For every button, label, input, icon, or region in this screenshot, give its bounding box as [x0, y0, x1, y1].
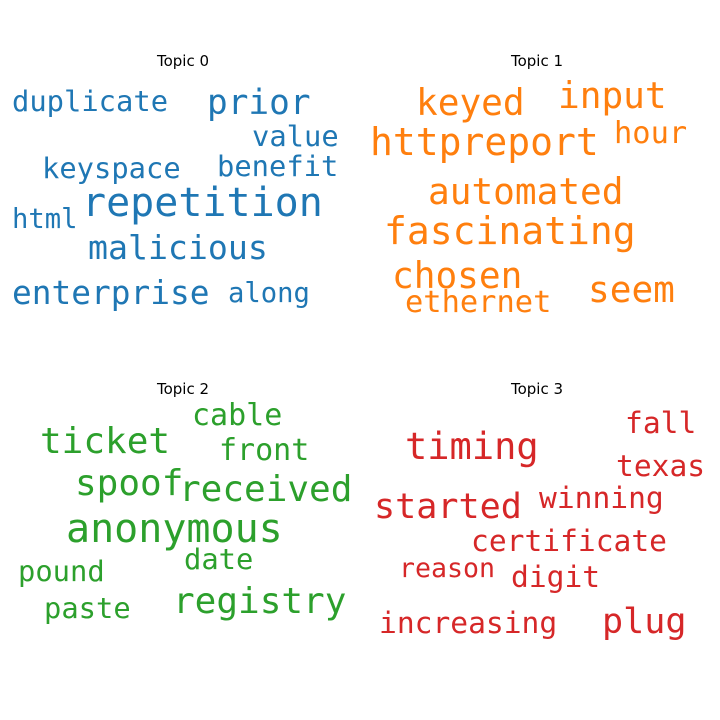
word-pound: pound	[18, 554, 105, 588]
word-started: started	[374, 486, 522, 527]
word-increasing: increasing	[379, 606, 557, 640]
word-seem: seem	[588, 269, 675, 311]
word-prior: prior	[207, 83, 311, 123]
word-along: along	[228, 278, 310, 309]
word-benefit: benefit	[217, 149, 338, 183]
topic-panel-1: Topic 1 fascinating httpreport automated ke…	[370, 52, 687, 320]
word-reason: reason	[399, 553, 495, 584]
word-anonymous: anonymous	[66, 506, 283, 552]
word-winning: winning	[539, 481, 664, 515]
word-enterprise: enterprise	[12, 274, 209, 312]
word-value: value	[252, 119, 339, 153]
word-repetition: repetition	[82, 180, 323, 226]
word-group: timing started plug certificate winning digit…	[374, 406, 705, 642]
word-html: html	[12, 204, 77, 235]
word-spoof: spoof	[75, 463, 183, 504]
topic-panel-2: Topic 2 anonymous registry receivedspoofti…	[18, 380, 352, 625]
word-received: received	[179, 469, 352, 510]
word-group: repetition prior malicious enterprise duplic…	[12, 83, 339, 312]
word-malicious: malicious	[88, 228, 268, 267]
word-httpreport: httpreport	[370, 120, 599, 164]
word-timing: timing	[405, 425, 539, 468]
word-plug: plug	[602, 601, 686, 642]
panel-title: Topic 1	[510, 52, 563, 70]
panel-title: Topic 0	[156, 52, 209, 70]
word-cable: cable	[192, 398, 282, 433]
word-group: fascinating httpreport automated keyed chose…	[370, 75, 687, 320]
word-ethernet: ethernet	[405, 285, 551, 320]
topic-panel-3: Topic 3 timing started plug certificate winn…	[374, 380, 705, 642]
word-keyspace: keyspace	[42, 151, 181, 185]
word-paste: paste	[44, 591, 131, 625]
word-input: input	[558, 75, 667, 117]
word-automated: automated	[428, 171, 624, 213]
word-front: front	[219, 433, 309, 468]
word-keyed: keyed	[416, 82, 525, 124]
word-fall: fall	[625, 406, 696, 440]
word-registry: registry	[173, 581, 346, 622]
word-chosen: chosen	[392, 255, 522, 297]
word-duplicate: duplicate	[12, 84, 168, 118]
word-digit: digit	[511, 560, 600, 594]
word-ticket: ticket	[40, 421, 170, 462]
panel-title: Topic 3	[510, 380, 563, 398]
word-fascinating: fascinating	[384, 209, 636, 253]
word-hour: hour	[614, 116, 687, 151]
word-certificate: certificate	[471, 524, 667, 558]
panel-title: Topic 2	[156, 380, 209, 398]
word-date: date	[184, 542, 253, 576]
topic-panel-0: Topic 0 repetition prior malicious enterpri…	[12, 52, 339, 312]
word-texas: texas	[616, 449, 705, 483]
